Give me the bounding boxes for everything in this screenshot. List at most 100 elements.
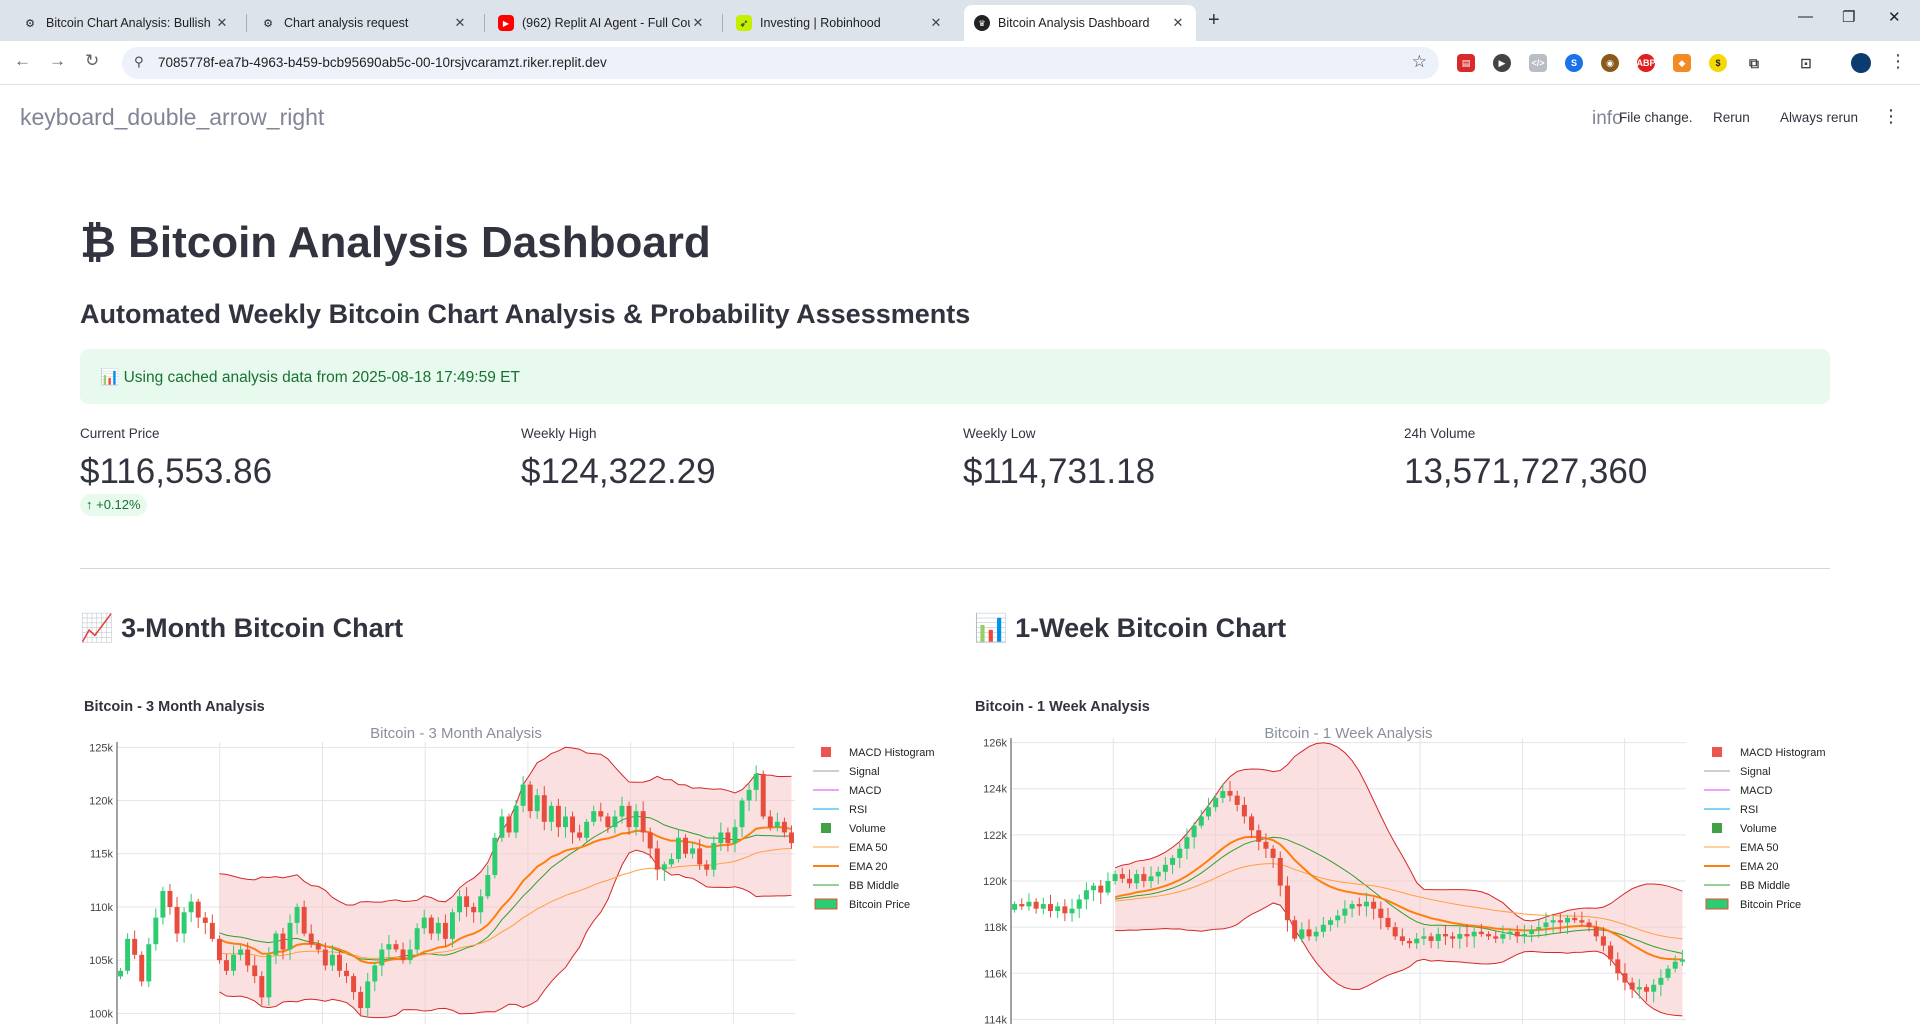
page-subtitle: Automated Weekly Bitcoin Chart Analysis … [80,299,971,329]
browser-tab-4[interactable]: ➶ Investing | Robinhood ✕ [726,5,954,41]
legend-label: EMA 20 [1740,861,1779,873]
avatar[interactable] [1851,53,1871,73]
site-info-icon[interactable]: ⚲ [134,54,144,69]
browser-tab-2[interactable]: ⚙ Chart analysis request ✕ [250,5,478,41]
minimize-icon[interactable]: — [1798,8,1813,25]
candle-body [1205,807,1211,817]
legend-swatch [1705,898,1729,910]
extension-icon[interactable]: ◉ [1601,54,1619,72]
extension-icon[interactable]: ▶ [1493,54,1511,72]
sidebar-toggle-button[interactable]: keyboard_double_arrow_right [20,104,325,130]
candle-body [1543,922,1549,928]
candle-body [1493,936,1499,939]
legend-label: Signal [849,766,880,778]
candle-body [393,944,399,950]
adblock-icon[interactable]: ABP [1637,54,1656,72]
candle-body [457,896,463,913]
candle-body [598,811,604,817]
candle-body [1392,927,1398,937]
close-icon[interactable]: ✕ [930,15,942,30]
candle-body [1313,931,1319,937]
section-title-1-week: 📊 1-Week Bitcoin Chart [974,613,1287,643]
candle-body [704,864,710,870]
candle-body [421,917,427,929]
candle-body [1284,885,1290,921]
candle-body [118,970,124,977]
rerun-button[interactable]: Rerun [1713,110,1750,125]
metric-label: Current Price [80,426,160,441]
candle-body [1572,917,1578,921]
candle-body [351,976,357,993]
candle-body [1608,945,1614,960]
candle-body [541,795,547,822]
browser-tab-1[interactable]: ⚙ Bitcoin Chart Analysis: Bullish o ✕ [12,5,240,41]
tab-search-icon[interactable]: ⊡ [1797,54,1815,72]
extension-icon[interactable]: S [1565,54,1583,72]
candle-body [1428,936,1434,941]
url-text: 7085778f-ea7b-4963-b459-bcb95690ab5c-00-… [158,55,607,70]
candle-body [640,811,646,833]
robinhood-icon: ➶ [736,15,752,31]
chart-1-week[interactable]: Bitcoin - 1 Week Analysis 114k 116k 118k 120… [960,712,1840,1032]
candle-body [1521,934,1527,937]
candle-body [449,912,455,939]
close-icon[interactable]: ✕ [692,15,704,30]
bb-lower-line [1115,902,1683,1017]
ema50-line [1115,863,1683,940]
candle-body [1320,924,1326,932]
candle-body [577,832,583,838]
candle-body [690,848,696,854]
browser-tab-bar: ⚙ Bitcoin Chart Analysis: Bullish o ✕ ⚙ … [0,0,1920,41]
candle-body [1399,936,1405,941]
extension-icon[interactable]: $ [1709,54,1727,72]
candle-body [1407,940,1413,944]
close-window-icon[interactable]: ✕ [1888,9,1901,26]
candle-body [1299,929,1305,939]
candle-body [555,805,561,828]
extension-icon[interactable]: </> [1529,54,1547,72]
back-icon[interactable]: ← [14,51,31,70]
candle-body [1328,920,1334,925]
candle-body [365,981,371,1009]
puzzle-icon[interactable]: ⧉ [1745,54,1763,72]
browser-menu-icon[interactable]: ⋮ [1889,51,1907,71]
divider [80,568,1830,569]
candle-body [626,805,632,828]
metric-24h-volume: 24h Volume 13,571,727,360 [1404,426,1647,492]
restore-icon[interactable]: ❐ [1842,9,1856,26]
bookmark-star-icon[interactable]: ☆ [1411,52,1427,71]
candle-body [1040,904,1046,909]
forward-icon[interactable]: → [49,51,66,70]
close-icon[interactable]: ✕ [1172,15,1184,30]
address-bar[interactable]: ⚲ 7085778f-ea7b-4963-b459-bcb95690ab5c-0… [122,47,1439,79]
chart-3-month[interactable]: Bitcoin - 3 Month Analysis 100k 105k 110k 11… [70,712,950,1032]
reload-icon[interactable]: ↻ [85,51,100,70]
candle-body [654,848,660,870]
candle-body [188,901,194,913]
metamask-icon[interactable]: ◆ [1673,54,1691,72]
candle-body [146,944,152,982]
ema20-line [219,825,792,965]
extension-icon[interactable]: ▤ [1457,54,1475,72]
candle-body [195,901,201,918]
candle-body [1105,881,1111,893]
legend-label: EMA 20 [849,861,888,873]
close-icon[interactable]: ✕ [216,15,228,30]
candle-body [1019,904,1025,907]
y-tick-label: 125k [89,742,113,754]
close-icon[interactable]: ✕ [454,15,466,30]
new-tab-icon[interactable]: + [1208,9,1220,31]
browser-tab-5[interactable]: ♛ Bitcoin Analysis Dashboard ✕ [964,5,1196,41]
candle-body [1658,977,1664,985]
openai-icon: ⚙ [25,17,35,30]
candle-body [1464,934,1470,937]
always-rerun-button[interactable]: Always rerun [1780,110,1859,125]
candle-body [1672,961,1678,969]
legend-label: MACD Histogram [849,747,935,759]
candle-body [675,837,681,860]
candle-body [1177,848,1183,858]
browser-tab-3[interactable]: ▶ (962) Replit AI Agent - Full Cou ✕ [488,5,716,41]
legend-label: EMA 50 [1740,842,1779,854]
main-menu-icon[interactable]: ⋮ [1882,106,1900,126]
candle-body [697,848,703,865]
